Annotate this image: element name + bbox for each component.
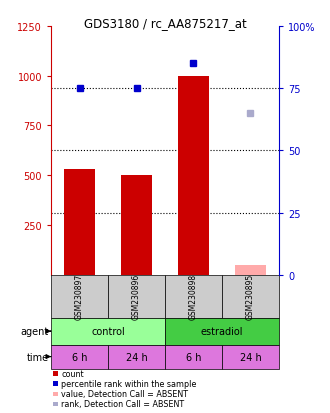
- Bar: [51, 275, 108, 318]
- Text: agent: agent: [20, 326, 49, 336]
- Bar: [222, 345, 279, 369]
- Text: 24 h: 24 h: [126, 352, 148, 362]
- Text: control: control: [91, 326, 125, 336]
- Bar: [51, 318, 165, 345]
- Text: estradiol: estradiol: [201, 326, 243, 336]
- Text: time: time: [27, 352, 49, 362]
- Bar: [64, 170, 95, 275]
- Bar: [165, 345, 222, 369]
- Text: count: count: [61, 369, 84, 378]
- Bar: [235, 265, 266, 275]
- Bar: [53, 392, 58, 396]
- Text: 6 h: 6 h: [186, 352, 201, 362]
- Bar: [108, 345, 165, 369]
- Bar: [53, 401, 58, 406]
- Bar: [165, 318, 279, 345]
- Text: rank, Detection Call = ABSENT: rank, Detection Call = ABSENT: [61, 399, 184, 408]
- Bar: [108, 275, 165, 318]
- Text: value, Detection Call = ABSENT: value, Detection Call = ABSENT: [61, 389, 188, 398]
- Bar: [222, 275, 279, 318]
- Bar: [165, 275, 222, 318]
- Text: GSM230898: GSM230898: [189, 273, 198, 320]
- Text: 24 h: 24 h: [240, 352, 261, 362]
- Bar: [53, 372, 58, 376]
- Text: GDS3180 / rc_AA875217_at: GDS3180 / rc_AA875217_at: [83, 17, 247, 29]
- Bar: [178, 76, 209, 275]
- Text: percentile rank within the sample: percentile rank within the sample: [61, 379, 197, 388]
- Text: GSM230896: GSM230896: [132, 273, 141, 320]
- Bar: [51, 345, 108, 369]
- Text: 6 h: 6 h: [72, 352, 87, 362]
- Bar: [53, 382, 58, 386]
- Text: GSM230897: GSM230897: [75, 273, 84, 320]
- Text: GSM230895: GSM230895: [246, 273, 255, 320]
- Bar: [121, 176, 152, 275]
